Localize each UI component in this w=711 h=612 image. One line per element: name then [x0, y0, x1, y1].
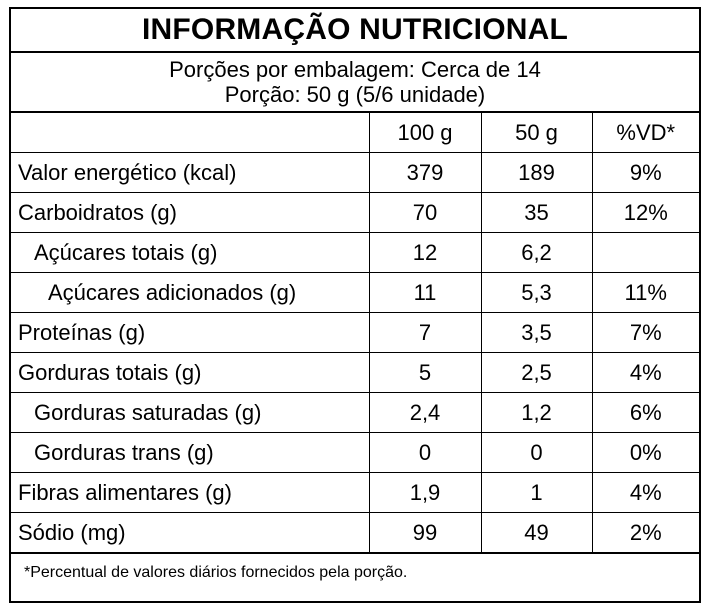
- value-per-100g: 5: [368, 352, 482, 393]
- nutrient-name: Gorduras trans (g): [11, 432, 370, 473]
- table-row: Gorduras totais (g) 5 2,5 4%: [11, 352, 699, 393]
- nutrient-name: Açúcares totais (g): [11, 232, 370, 273]
- header-daily-value: %VD*: [591, 113, 699, 153]
- table-header-row: 100 g 50 g %VD*: [11, 113, 699, 153]
- daily-value-percent: [591, 232, 699, 273]
- daily-value-percent: 7%: [591, 312, 699, 353]
- daily-value-percent: 6%: [591, 392, 699, 433]
- value-per-portion: 35: [480, 192, 593, 233]
- table-row: Fibras alimentares (g) 1,9 1 4%: [11, 472, 699, 513]
- value-per-portion: 5,3: [480, 272, 593, 313]
- value-per-100g: 7: [368, 312, 482, 353]
- table-row: Gorduras saturadas (g) 2,4 1,2 6%: [11, 392, 699, 433]
- daily-value-percent: 12%: [591, 192, 699, 233]
- value-per-portion: 0: [480, 432, 593, 473]
- value-per-portion: 2,5: [480, 352, 593, 393]
- value-per-100g: 0: [368, 432, 482, 473]
- footnote: *Percentual de valores diários fornecido…: [24, 564, 408, 581]
- value-per-100g: 379: [368, 152, 482, 193]
- nutrition-facts-label: INFORMAÇÃO NUTRICIONAL Porções por embal…: [9, 7, 701, 603]
- nutrient-name: Gorduras saturadas (g): [11, 392, 370, 433]
- nutrient-name: Valor energético (kcal): [11, 152, 370, 193]
- portion-info: Porções por embalagem: Cerca de 14 Porçã…: [11, 53, 699, 113]
- daily-value-percent: 9%: [591, 152, 699, 193]
- nutrient-name: Açúcares adicionados (g): [11, 272, 370, 313]
- daily-value-percent: 4%: [591, 352, 699, 393]
- nutrition-table: 100 g 50 g %VD* Valor energético (kcal) 3…: [11, 113, 699, 554]
- value-per-portion: 6,2: [480, 232, 593, 273]
- table-row: Valor energético (kcal) 379 189 9%: [11, 152, 699, 193]
- table-row: Açúcares totais (g) 12 6,2: [11, 232, 699, 273]
- table-row: Proteínas (g) 7 3,5 7%: [11, 312, 699, 353]
- value-per-100g: 11: [368, 272, 482, 313]
- value-per-portion: 1: [480, 472, 593, 513]
- daily-value-percent: 2%: [591, 512, 699, 554]
- value-per-100g: 12: [368, 232, 482, 273]
- value-per-100g: 1,9: [368, 472, 482, 513]
- header-nutrient: [11, 113, 370, 153]
- table-row: Açúcares adicionados (g) 11 5,3 11%: [11, 272, 699, 313]
- header-50g: 50 g: [480, 113, 593, 153]
- nutrient-name: Carboidratos (g): [11, 192, 370, 233]
- value-per-100g: 99: [368, 512, 482, 554]
- value-per-portion: 49: [480, 512, 593, 554]
- daily-value-percent: 11%: [591, 272, 699, 313]
- table-row: Sódio (mg) 99 49 2%: [11, 512, 699, 554]
- nutrient-name: Gorduras totais (g): [11, 352, 370, 393]
- value-per-portion: 3,5: [480, 312, 593, 353]
- table-row: Gorduras trans (g) 0 0 0%: [11, 432, 699, 473]
- value-per-100g: 2,4: [368, 392, 482, 433]
- daily-value-percent: 0%: [591, 432, 699, 473]
- header-100g: 100 g: [368, 113, 482, 153]
- daily-value-percent: 4%: [591, 472, 699, 513]
- value-per-portion: 1,2: [480, 392, 593, 433]
- portion-size: Porção: 50 g (5/6 unidade): [224, 82, 486, 107]
- portions-per-package: Porções por embalagem: Cerca de 14: [169, 57, 541, 82]
- nutrient-name: Fibras alimentares (g): [11, 472, 370, 513]
- table-row: Carboidratos (g) 70 35 12%: [11, 192, 699, 233]
- nutrient-name: Proteínas (g): [11, 312, 370, 353]
- nutrient-name: Sódio (mg): [11, 512, 370, 554]
- label-title: INFORMAÇÃO NUTRICIONAL: [11, 9, 699, 53]
- value-per-portion: 189: [480, 152, 593, 193]
- value-per-100g: 70: [368, 192, 482, 233]
